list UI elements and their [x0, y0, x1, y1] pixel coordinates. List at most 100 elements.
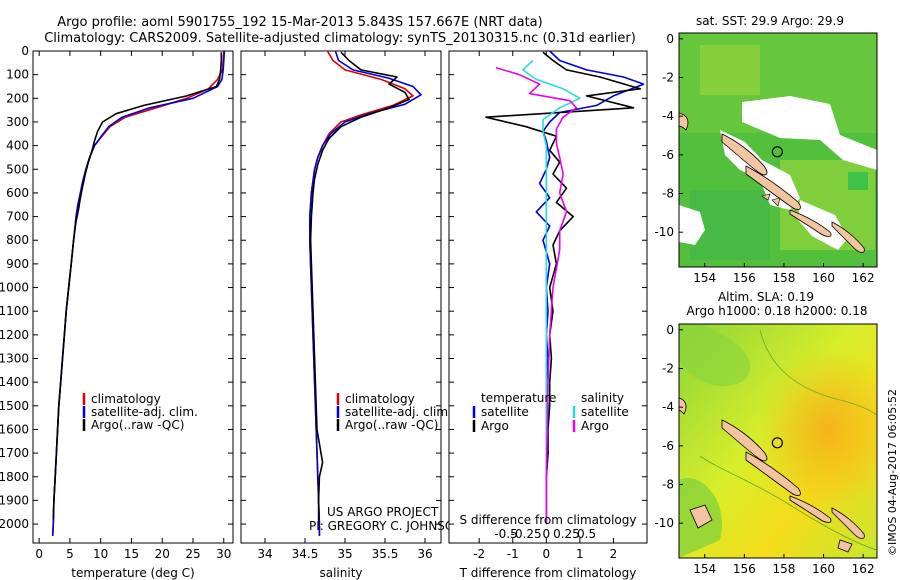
series-line — [495, 66, 578, 525]
map-y-tick-label: -4 — [662, 400, 674, 414]
x-tick-label: 36 — [417, 547, 432, 561]
map-y-tick-label: -10 — [654, 225, 674, 239]
argo-position-marker — [771, 146, 783, 158]
y-tick-label: 600 — [6, 186, 29, 200]
x-tick-label: 0 — [35, 547, 43, 561]
y-tick-label: 1500 — [0, 399, 29, 413]
s-tick-label: 0.5 — [577, 527, 596, 541]
series-line — [521, 59, 581, 525]
map-x-tick-label: 160 — [812, 562, 835, 576]
sla-map-panel: Altim. SLA: 0.19 Argo h1000: 0.18 h2000:… — [654, 290, 878, 576]
map-y-tick-label: -10 — [654, 516, 674, 530]
y-tick-label: 800 — [6, 233, 29, 247]
sst-map-frame — [678, 32, 878, 268]
x-tick-label: 20 — [155, 547, 170, 561]
map-x-tick-label: 154 — [693, 271, 716, 285]
sla-contour — [759, 329, 878, 416]
legend-title-temperature: temperature — [481, 391, 556, 405]
legend-label-climatology: climatology — [345, 392, 415, 406]
sla-low-region — [679, 324, 750, 387]
argo-position-marker — [771, 437, 783, 449]
s-difference-tick-labels: -0.5-0.25 0 0.250.5 — [494, 527, 596, 541]
x-tick-label: 15 — [124, 547, 139, 561]
y-tick-label: 700 — [6, 210, 29, 224]
map-x-tick-label: 162 — [852, 562, 875, 576]
y-tick-label: 200 — [6, 91, 29, 105]
island-malaita — [831, 221, 865, 253]
island-guadalcanal — [789, 209, 832, 237]
s-tick-label: -0.25 — [511, 527, 542, 541]
y-tick-label: 0 — [21, 44, 29, 58]
map-y-tick-label: 0 — [666, 32, 674, 46]
legend-label-argo: Argo(..raw -QC) — [345, 418, 438, 432]
island-isabel — [745, 451, 801, 496]
legend-title-salinity: salinity — [581, 391, 624, 405]
sst-cloud-mask — [679, 205, 705, 245]
legend-label-temp-satellite: satellite — [481, 405, 529, 419]
sst-cloud-mask — [742, 96, 877, 170]
salinity-axes — [240, 50, 442, 544]
salinity-lines — [308, 51, 422, 536]
x-tick-label: 35 — [337, 547, 352, 561]
x-tick-label: 10 — [93, 547, 108, 561]
y-tick-label: 1300 — [0, 352, 29, 366]
sla-contour — [699, 455, 878, 551]
y-tick-label: 1900 — [0, 493, 29, 507]
y-tick-label: 100 — [6, 68, 29, 82]
map-y-tick-label: -6 — [662, 148, 674, 162]
series-line — [485, 51, 642, 525]
temperature-panel: 0100200300400500600700800900100011001200… — [0, 44, 234, 580]
island-malaita — [831, 507, 865, 539]
island-bougainville-west — [678, 397, 687, 415]
island-choiseul — [721, 133, 768, 176]
y-tick-label: 1400 — [0, 375, 29, 389]
y-tick-label: 300 — [6, 115, 29, 129]
legend-label-argo: Argo(..raw -QC) — [91, 418, 184, 432]
map-x-tick-label: 162 — [852, 271, 875, 285]
sla-map-subtitle: Argo h1000: 0.18 h2000: 0.18 — [687, 304, 868, 318]
y-tick-label: 1100 — [0, 304, 29, 318]
x-tick-label: -1 — [507, 547, 519, 561]
header-line-1: Argo profile: aoml 5901755_192 15-Mar-20… — [57, 15, 542, 30]
salinity-xlabel: salinity — [319, 566, 362, 580]
header-line-2: Climatology: CARS2009. Satellite-adjuste… — [44, 31, 636, 46]
island-small — [689, 504, 713, 529]
series-line — [309, 51, 410, 522]
project-credit: US ARGO PROJECT — [327, 505, 439, 519]
map-x-tick-label: 156 — [733, 271, 756, 285]
island-isabel — [745, 165, 801, 210]
x-tick-label: 2 — [610, 547, 618, 561]
salinity-legend: climatology satellite-adj. clim. Argo(..… — [336, 392, 452, 432]
temperature-ticks: 0 5 10 15 20 25 30 — [33, 50, 233, 561]
x-tick-label: 34 — [257, 547, 272, 561]
x-tick-label: 30 — [216, 547, 231, 561]
sst-map-panel: sat. SST: 29.9 Argo: 29.9 154 156 158 160 16… — [654, 14, 878, 285]
x-tick-label: 0 — [543, 547, 551, 561]
series-line — [308, 51, 422, 536]
legend-label-sal-satellite: satellite — [581, 405, 629, 419]
island-guadalcanal — [789, 495, 832, 523]
y-tick-label: 1200 — [0, 328, 29, 342]
imos-credit: ©IMOS 04-Aug-2017 06:05:52 — [886, 389, 899, 556]
t-difference-xlabel: T difference from climatology — [459, 566, 637, 580]
x-tick-label: 35.5 — [372, 547, 399, 561]
y-tick-label: 1600 — [0, 422, 29, 436]
map-x-tick-label: 158 — [772, 271, 795, 285]
x-tick-label: 34.5 — [292, 547, 319, 561]
sst-map-ticks: 154 156 158 160 162 0 -2 -4 -6 -8 -10 — [654, 32, 874, 285]
series-line — [52, 52, 223, 520]
y-tick-label: 400 — [6, 139, 29, 153]
sst-cloud-mask — [798, 200, 848, 250]
s-tick-label: -0.5 — [494, 527, 517, 541]
y-tick-label: 1800 — [0, 470, 29, 484]
island-small — [837, 539, 853, 553]
map-y-tick-label: -4 — [662, 109, 674, 123]
map-y-tick-label: -2 — [662, 361, 674, 375]
salinity-panel: 34 34.5 35 35.5 36 salinity climatology sate… — [240, 50, 463, 580]
s-tick-label: 0 — [543, 527, 551, 541]
y-tick-label: 2000 — [0, 517, 29, 531]
legend-label-satellite: satellite-adj. clim. — [91, 405, 198, 419]
map-y-tick-label: -2 — [662, 70, 674, 84]
